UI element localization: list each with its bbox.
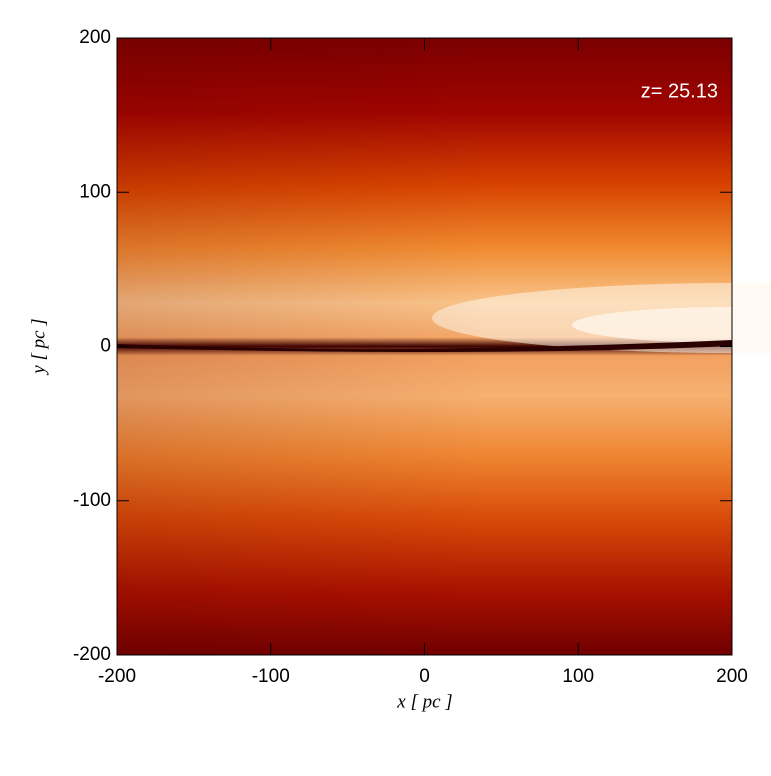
x-tick-label: -200 [98,666,136,687]
y-tick-label: 0 [100,336,111,357]
y-tick-label: -200 [73,644,111,665]
x-tick-label: 0 [419,666,430,687]
y-tick-label: 200 [79,27,111,48]
annotation: z= 25.13 [641,80,718,102]
image [117,38,771,655]
x-tick-label: 200 [716,666,748,687]
y-axis-label: y [ pc ] [28,318,49,375]
x-axis-label: x [ pc ] [396,691,452,712]
y-tick-label: 100 [79,181,111,202]
x-tick-label: 100 [562,666,594,687]
y-tick-label: -100 [73,490,111,511]
x-tick-label: -100 [252,666,290,687]
